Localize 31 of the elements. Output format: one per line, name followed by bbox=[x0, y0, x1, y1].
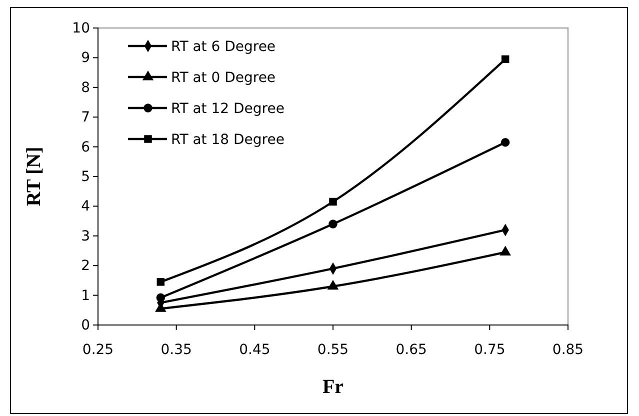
x-tick-label: 0.55 bbox=[317, 342, 349, 358]
x-tick-label: 0.45 bbox=[239, 342, 270, 358]
point bbox=[327, 280, 339, 290]
y-tick-label: 2 bbox=[81, 258, 90, 274]
legend-label: RT at 12 Degree bbox=[171, 101, 284, 117]
point bbox=[501, 55, 510, 64]
y-tick-label: 9 bbox=[81, 50, 90, 66]
point bbox=[329, 198, 337, 206]
y-tick-label: 10 bbox=[72, 20, 90, 36]
y-axis-title: RT [N] bbox=[23, 146, 45, 206]
y-tick-label: 8 bbox=[81, 80, 90, 96]
x-tick-label: 0.25 bbox=[82, 342, 114, 358]
y-tick-label: 1 bbox=[81, 288, 90, 304]
x-tick-label: 0.75 bbox=[474, 342, 506, 358]
y-tick-label: 3 bbox=[81, 228, 90, 244]
y-tick-label: 4 bbox=[81, 198, 90, 215]
x-axis-title: Fr bbox=[322, 376, 344, 398]
legend-label: RT at 0 Degree bbox=[171, 70, 276, 86]
point bbox=[328, 220, 338, 228]
y-tick-label: 5 bbox=[81, 168, 90, 185]
point bbox=[156, 278, 165, 286]
y-tick-label: 0 bbox=[81, 317, 90, 334]
point bbox=[500, 138, 510, 147]
legend-label: RT at 18 Degree bbox=[171, 132, 284, 148]
legend-label: RT at 6 Degree bbox=[171, 39, 276, 55]
x-tick-label: 0.65 bbox=[396, 342, 427, 358]
y-tick-label: 6 bbox=[81, 139, 90, 156]
point bbox=[500, 246, 511, 256]
y-tick-label: 7 bbox=[81, 110, 90, 126]
x-tick-label: 0.35 bbox=[160, 342, 192, 358]
x-tick-label: 0.85 bbox=[552, 342, 584, 358]
